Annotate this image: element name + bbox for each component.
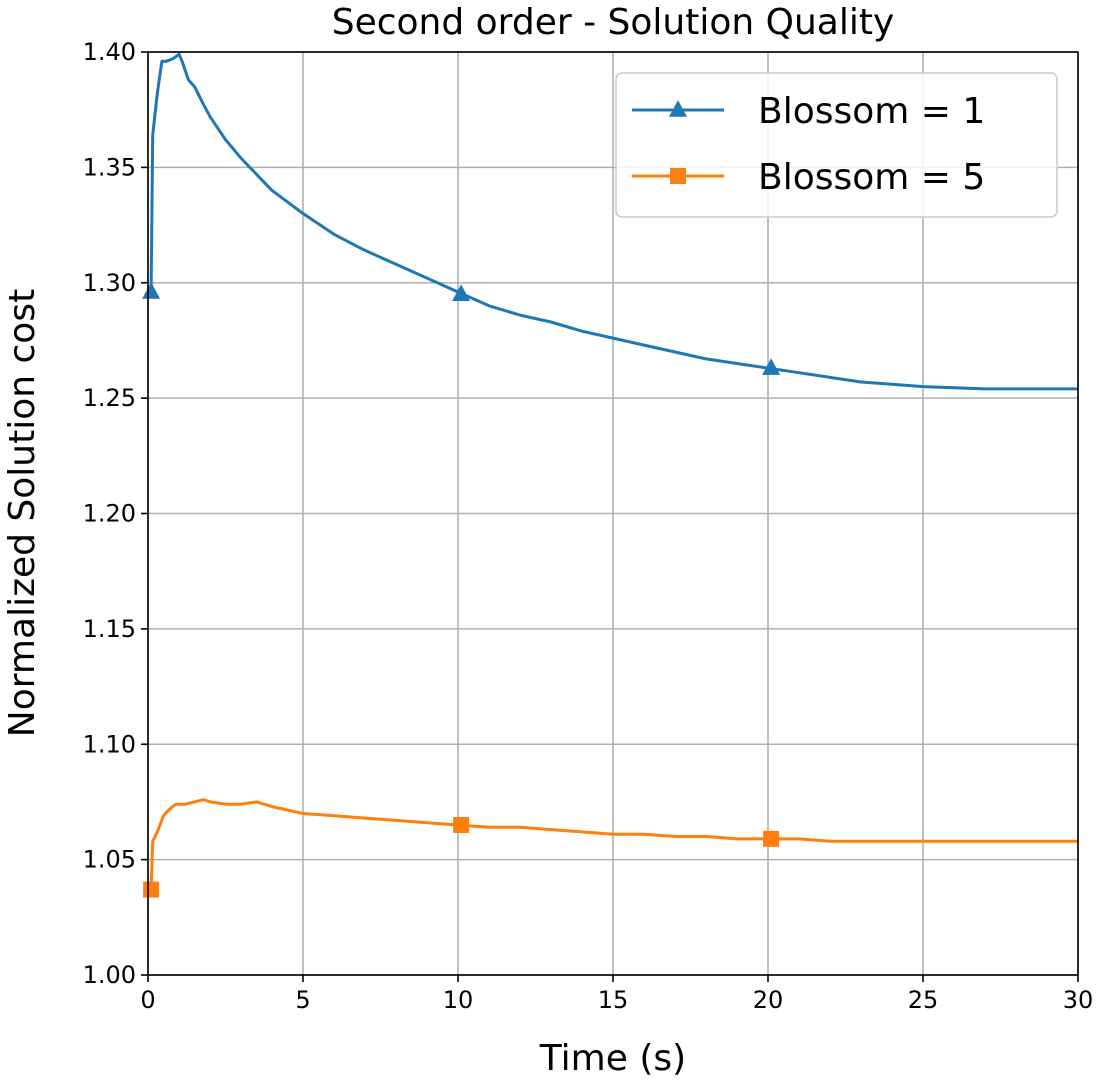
- x-tick-label: 5: [295, 986, 310, 1014]
- y-tick-label: 1.05: [83, 846, 136, 874]
- x-tick-label: 10: [443, 986, 474, 1014]
- series-1: [142, 52, 1078, 391]
- legend-entry: Blossom = 5: [632, 157, 985, 198]
- y-tick-label: 1.40: [83, 38, 136, 66]
- y-tick-label: 1.15: [83, 615, 136, 643]
- x-tick-label: 25: [908, 986, 939, 1014]
- axis-ticks: 0 5 10 15 20 25 30 1.00 1.05 1.10 1.15 1.20 1.25 1.30…: [83, 38, 1094, 1014]
- data-point-marker: [762, 358, 781, 375]
- data-point-marker: [453, 817, 470, 834]
- x-axis-title: Time (s): [539, 1038, 686, 1079]
- y-tick-label: 1.25: [83, 384, 136, 412]
- legend-marker: [669, 100, 687, 117]
- y-axis-title: Normalized Solution cost: [2, 289, 43, 737]
- y-tick-label: 1.35: [83, 153, 136, 181]
- legend-label: Blossom = 1: [758, 91, 985, 132]
- x-tick-label: 20: [753, 986, 784, 1014]
- legend-box: [615, 72, 1058, 218]
- y-tick-label: 1.10: [83, 730, 136, 758]
- y-tick-label: 1.20: [83, 500, 136, 528]
- x-tick-label: 15: [598, 986, 629, 1014]
- legend-label: Blossom = 5: [758, 157, 985, 198]
- x-tick-label: 30: [1063, 986, 1094, 1014]
- data-point-marker: [763, 830, 780, 847]
- series-line: [149, 52, 1078, 391]
- data-point-marker: [142, 282, 161, 299]
- series-group: [142, 52, 1078, 898]
- chart-title: Second order - Solution Quality: [332, 2, 895, 43]
- legend-marker: [670, 168, 686, 184]
- series-line: [149, 798, 1078, 890]
- legend-entry: Blossom = 1: [632, 91, 985, 132]
- y-tick-label: 1.00: [83, 961, 136, 989]
- legend: Blossom = 1 Blossom = 5: [615, 72, 1058, 218]
- data-point-marker: [452, 284, 471, 302]
- y-tick-label: 1.30: [83, 269, 136, 297]
- series-2: [143, 798, 1078, 898]
- data-point-marker: [143, 881, 160, 898]
- x-tick-label: 0: [140, 986, 155, 1014]
